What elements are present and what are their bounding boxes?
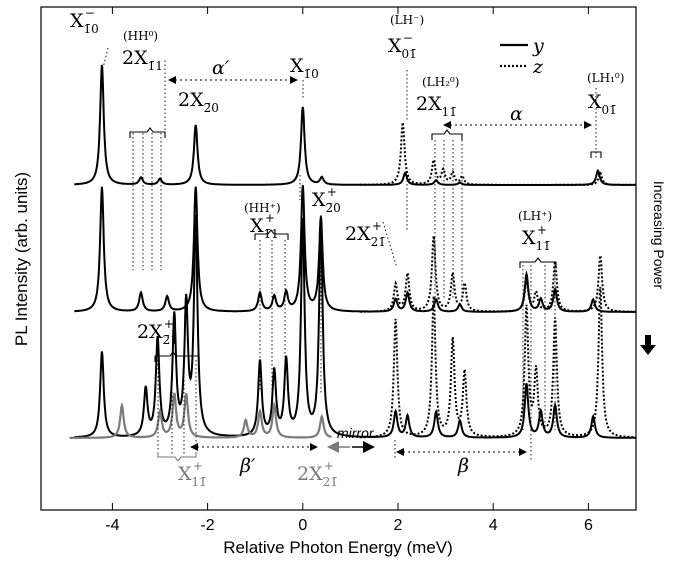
- trace-medium-y: [74, 185, 636, 313]
- x-axis-title: Relative Photon Energy (meV): [223, 538, 453, 557]
- trace-high-z: [359, 286, 637, 439]
- legend-z-label: z: [532, 56, 544, 78]
- label-2x-m20: 2X2̄0: [178, 89, 219, 115]
- side-annotation: Increasing Power: [651, 181, 667, 290]
- label-x-m20-plus: X2̄0+: [312, 185, 341, 215]
- x-ticks-group: -4 -2 0 2 4 6: [105, 7, 593, 534]
- label-lh-plus: (LH⁺): [518, 209, 552, 223]
- x-tick-label: 0: [298, 517, 307, 534]
- label-beta: β: [457, 455, 469, 477]
- label-alpha-prime: α′: [212, 57, 230, 79]
- trace-medium-z: [359, 235, 636, 313]
- label-gray-2x-2m1-plus: 2X21̄+: [297, 459, 338, 489]
- braces: [129, 127, 602, 462]
- label-x-m10: X1̄0−: [70, 6, 99, 36]
- label-alpha: α: [510, 103, 523, 125]
- label-lh1-0: (LH₁⁰): [587, 71, 624, 85]
- label-x-m10b: X1̄0: [290, 55, 319, 81]
- legend: y z: [500, 35, 544, 78]
- x-tick-label: -2: [200, 517, 214, 534]
- trace-low-z: [359, 122, 636, 186]
- label-beta-prime: β′: [239, 455, 256, 477]
- legend-y-label: y: [532, 35, 544, 57]
- label-x-0m1-minus: X01̄−: [388, 31, 417, 61]
- y-axis-title: PL Intensity (arb. units): [12, 172, 31, 346]
- label-x-1m1-plus: X11̄+: [522, 223, 551, 253]
- trace-high-mirror: [69, 392, 332, 439]
- label-2x-m21-plus: 2X2̄1+: [137, 317, 178, 347]
- label-2x-1m1: 2X11̄: [416, 93, 457, 119]
- x-tick-label: -4: [105, 517, 119, 534]
- label-x-0m1: X01̄: [588, 91, 617, 117]
- label-2x-2m1-plus: 2X21̄+: [345, 219, 386, 249]
- increasing-power-arrow: [640, 335, 656, 355]
- mirror-label: mirror: [337, 425, 375, 441]
- label-gray-x-1m1-plus: X11̄+: [178, 459, 207, 489]
- plot-frame: [40, 6, 637, 511]
- x-tick-label: 2: [394, 517, 403, 534]
- label-hh0: (HH⁰): [123, 29, 158, 43]
- label-lh-minus: (LH⁻): [390, 13, 424, 27]
- peak-labels: X1̄0− (HH⁰) 2X1̄1 α′ 2X2̄0 X1̄0 (LH⁻) X0…: [70, 6, 624, 489]
- label-lh2-0: (LH₂⁰): [422, 75, 459, 89]
- label-hh-plus: (HH⁺): [244, 201, 281, 215]
- x-tick-label: 6: [584, 517, 593, 534]
- label-x-m11-plus: X1̄1+: [250, 211, 279, 241]
- x-tick-label: 4: [489, 517, 498, 534]
- trace-high-y: [74, 214, 636, 439]
- trace-low-y: [74, 64, 636, 186]
- traces-group: [69, 64, 637, 439]
- guide-lines: [102, 47, 597, 460]
- label-2x-m11: 2X1̄1: [122, 47, 163, 73]
